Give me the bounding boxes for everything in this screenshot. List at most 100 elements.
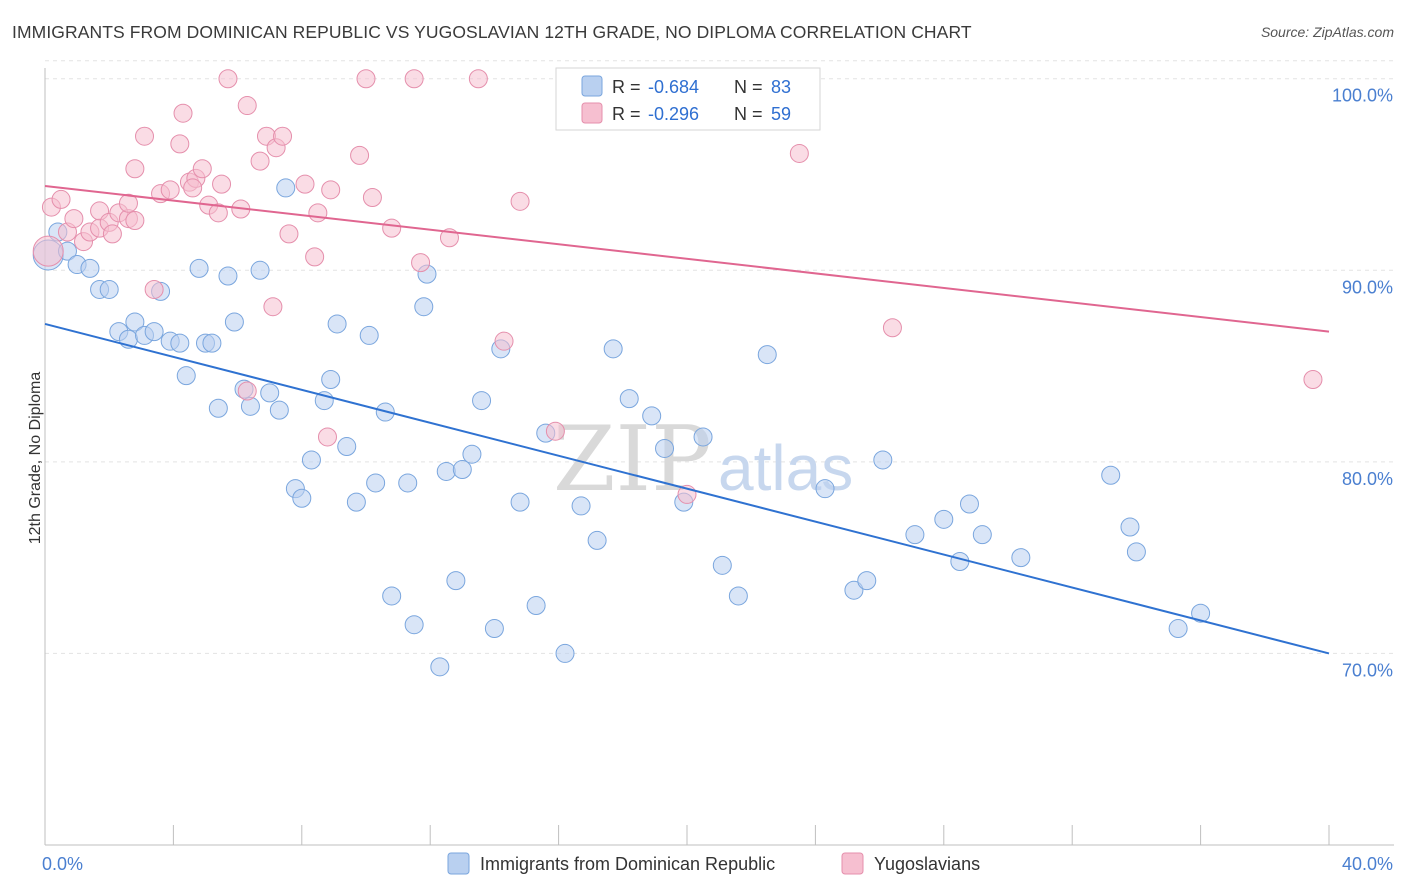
point-dominican-53 [526,596,546,616]
source-label: Source: ZipAtlas.com [1260,24,1394,40]
point-yugoslavian-37 [305,247,325,267]
point-dominican-20 [218,266,238,286]
point-yugoslavian-57 [102,224,122,244]
point-yugoslavian-3 [64,209,84,229]
point-yugoslavian-14 [135,126,155,146]
point-yugoslavian-56 [32,235,64,267]
y-tick-label-3: 100.0% [1332,86,1393,106]
point-dominican-45 [436,461,456,481]
point-dominican-32 [321,369,341,389]
point-dominican-52 [510,492,530,512]
point-dominican-27 [276,178,296,198]
point-dominican-33 [327,314,347,334]
point-dominican-24 [250,260,270,280]
point-dominican-35 [346,492,366,512]
point-dominican-47 [452,460,472,480]
axes [44,68,1394,846]
point-yugoslavian-39 [317,427,337,447]
y-axis-title: 12th Grade, No Diploma [27,372,44,545]
trendline-dominican [44,322,1330,655]
point-dominican-75 [972,525,992,545]
legend-r-label-2: R = [612,104,641,124]
point-dominican-50 [484,619,504,639]
point-dominican-56 [571,496,591,516]
point-dominican-60 [642,406,662,426]
point-dominican-80 [1168,619,1188,639]
legend-r-value-1: -0.684 [648,77,699,97]
point-dominican-74 [959,494,979,514]
point-yugoslavian-25 [212,174,232,194]
point-dominican-6 [99,279,119,299]
point-yugoslavian-49 [494,331,514,351]
stats-legend: R = -0.684 N = 83 R = -0.296 N = 59 [555,67,821,131]
point-dominican-42 [414,297,434,317]
point-yugoslavian-26 [218,69,238,89]
point-yugoslavian-24 [208,203,228,223]
point-yugoslavian-30 [250,151,270,171]
point-yugoslavian-44 [382,218,402,238]
point-dominican-19 [208,398,228,418]
point-dominican-69 [857,571,877,591]
point-dominican-4 [80,258,100,278]
point-yugoslavian-41 [350,145,370,165]
y-tick-label-0: 70.0% [1342,660,1393,680]
point-yugoslavian-36 [295,174,315,194]
point-yugoslavian-1 [51,189,71,209]
point-yugoslavian-12 [125,210,145,230]
point-yugoslavian-48 [468,69,488,89]
point-dominican-11 [144,322,164,342]
point-dominican-48 [462,444,482,464]
point-yugoslavian-43 [362,188,382,208]
series-legend: Immigrants from Dominican Republic Yugos… [447,852,980,875]
legend-n-value-2: 59 [771,104,791,124]
legend-n-label-2: N = [734,104,763,124]
point-yugoslavian-13 [125,159,145,179]
y-tick-labels: 70.0% 80.0% 90.0% 100.0% [1332,86,1393,681]
point-yugoslavian-42 [356,69,376,89]
point-yugoslavian-34 [273,126,293,146]
x-tick-label-0: 0.0% [42,854,83,874]
trendline-yugoslavian [44,185,1330,333]
point-dominican-29 [292,488,312,508]
legend-r-value-2: -0.296 [648,104,699,124]
legend-r-label-1: R = [612,77,641,97]
legend-swatch-pink [581,102,603,124]
point-yugoslavian-58 [183,178,203,198]
point-yugoslavian-17 [160,180,180,200]
point-yugoslavian-11 [118,193,138,213]
point-yugoslavian-22 [192,159,212,179]
legend-swatch-blue [581,75,603,97]
point-yugoslavian-50 [510,191,530,211]
point-dominican-58 [603,339,623,359]
point-dominican-66 [757,345,777,365]
point-dominican-34 [337,437,357,457]
point-yugoslavian-29 [237,96,257,116]
point-dominican-46 [446,571,466,591]
point-yugoslavian-32 [263,297,283,317]
point-yugoslavian-19 [173,103,193,123]
point-dominican-37 [366,473,386,493]
point-yugoslavian-55 [1303,369,1323,389]
point-dominican-72 [934,509,954,529]
point-dominican-16 [189,258,209,278]
legend-n-label-1: N = [734,77,763,97]
point-dominican-70 [873,450,893,470]
point-yugoslavian-35 [279,224,299,244]
point-dominican-68 [844,580,864,600]
point-yugoslavian-40 [321,180,341,200]
point-dominican-79 [1126,542,1146,562]
point-dominican-18 [202,333,222,353]
bottom-legend-swatch-pink [841,852,864,875]
point-dominican-81 [1191,603,1211,623]
point-dominican-65 [728,586,748,606]
y-tick-label-2: 90.0% [1342,277,1393,297]
point-dominican-26 [269,400,289,420]
trendlines [44,185,1330,655]
watermark: ZIP atlas [553,407,853,512]
point-dominican-30 [301,450,321,470]
bottom-legend-label-1: Immigrants from Dominican Republic [480,854,775,874]
point-yugoslavian-28 [237,381,257,401]
x-tick-label-1: 40.0% [1342,854,1393,874]
point-dominican-67 [815,479,835,499]
point-yugoslavian-15 [144,279,164,299]
